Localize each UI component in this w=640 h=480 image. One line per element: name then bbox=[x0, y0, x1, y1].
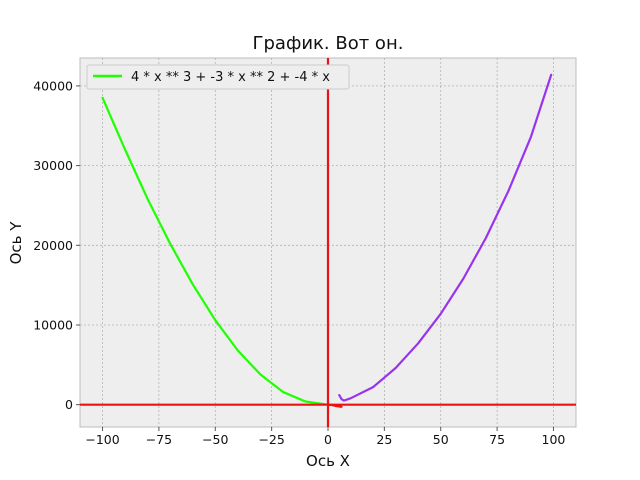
x-ticks: −100 −75 −50 −25 0 25 50 75 100 bbox=[85, 427, 565, 447]
x-tick-label: 0 bbox=[324, 432, 332, 447]
y-tick-label: 20000 bbox=[33, 238, 73, 253]
legend-entry: 4 * x ** 3 + -3 * x ** 2 + -4 * x bbox=[131, 70, 330, 85]
x-tick-label: 75 bbox=[489, 432, 505, 447]
y-ticks: 0 10000 20000 30000 40000 bbox=[33, 78, 80, 412]
x-tick-label: −100 bbox=[85, 432, 119, 447]
x-tick-label: −50 bbox=[202, 432, 228, 447]
reference-lines bbox=[80, 58, 576, 427]
x-tick-label: −25 bbox=[258, 432, 284, 447]
x-tick-label: 50 bbox=[433, 432, 449, 447]
x-axis-label: Ось X bbox=[306, 452, 350, 470]
x-tick-label: 25 bbox=[376, 432, 392, 447]
legend-box bbox=[86, 64, 350, 90]
series-line-1 bbox=[101, 96, 330, 406]
y-tick-label: 40000 bbox=[33, 78, 73, 93]
legend: 4 * x ** 3 + -3 * x ** 2 + -4 * x bbox=[86, 64, 350, 90]
x-tick-label: 100 bbox=[542, 432, 566, 447]
x-tick-label: −75 bbox=[146, 432, 172, 447]
series-line-2 bbox=[338, 73, 553, 402]
chart-title: График. Вот он. bbox=[253, 33, 404, 54]
y-axis-label: Ось Y bbox=[7, 221, 25, 265]
y-tick-label: 0 bbox=[65, 397, 73, 412]
y-tick-label: 30000 bbox=[33, 158, 73, 173]
y-tick-label: 10000 bbox=[33, 317, 73, 332]
